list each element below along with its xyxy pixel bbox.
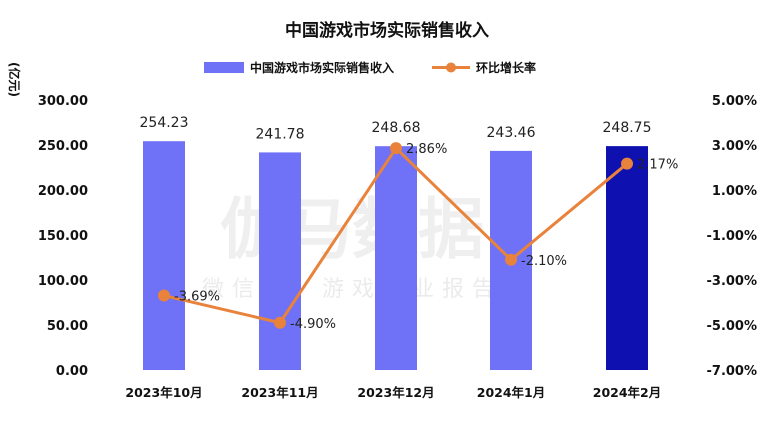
x-tick-label: 2023年12月 [357,385,434,400]
left-axis: 300.00 250.00 200.00 150.00 100.00 50.00 0.00 [38,94,88,379]
line-series: -3.69% -4.90% 2.86% -2.10% 2.17% [158,142,678,332]
right-tick-label: 3.00% [712,139,757,154]
bar-labels: 254.23 241.78 248.68 243.46 248.75 [140,115,652,142]
left-tick-label: 50.00 [47,319,88,334]
right-tick-label: 1.00% [712,184,757,199]
growth-point [621,157,633,170]
right-tick-label: -5.00% [707,319,758,334]
x-tick-label: 2023年11月 [241,385,318,400]
bar-value-label: 248.75 [603,120,652,136]
bar [375,146,417,370]
legend: 中国游戏市场实际销售收入 环比增长率 [204,60,536,75]
bar-value-label: 241.78 [256,126,305,142]
legend-label-line: 环比增长率 [476,60,536,75]
right-tick-label: -3.00% [707,274,758,289]
x-axis: 2023年10月 2023年11月 2023年12月 2024年1月 2024年2月 [125,385,661,400]
left-tick-label: 300.00 [38,94,88,109]
bar-series [143,141,648,370]
growth-point-label: 2.86% [406,142,447,157]
bar [259,152,301,370]
growth-point-label: -3.69% [174,290,220,305]
left-tick-label: 100.00 [38,274,88,289]
x-tick-label: 2024年1月 [477,385,546,400]
right-tick-label: -1.00% [707,229,758,244]
growth-point [158,289,170,302]
bar [606,146,648,370]
growth-point [274,316,286,329]
chart-title: 中国游戏市场实际销售收入 [285,20,489,41]
watermark-sub: 微信号：游戏产业报告 [202,277,502,302]
bar-value-label: 254.23 [140,115,189,131]
left-tick-label: 200.00 [38,184,88,199]
right-tick-label: -7.00% [707,364,758,379]
left-tick-label: 0.00 [56,364,88,379]
legend-swatch-bars [204,62,244,73]
bar-value-label: 243.46 [487,125,536,141]
left-tick-label: 250.00 [38,139,88,154]
legend-label-bars: 中国游戏市场实际销售收入 [250,60,394,75]
right-axis: 5.00% 3.00% 1.00% -1.00% -3.00% -5.00% -7.00% [707,94,758,379]
bar-value-label: 248.68 [372,120,421,136]
growth-point [505,253,517,266]
growth-point-label: -2.10% [521,254,567,269]
x-tick-label: 2024年2月 [593,385,662,400]
growth-point-label: 2.17% [637,158,678,173]
x-tick-label: 2023年10月 [125,385,202,400]
left-axis-unit: (亿元) [7,62,22,97]
legend-swatch-marker [446,62,456,73]
growth-point-label: -4.90% [290,317,336,332]
left-tick-label: 150.00 [38,229,88,244]
bar [143,141,185,370]
right-tick-label: 5.00% [712,94,757,109]
growth-point [390,142,402,155]
